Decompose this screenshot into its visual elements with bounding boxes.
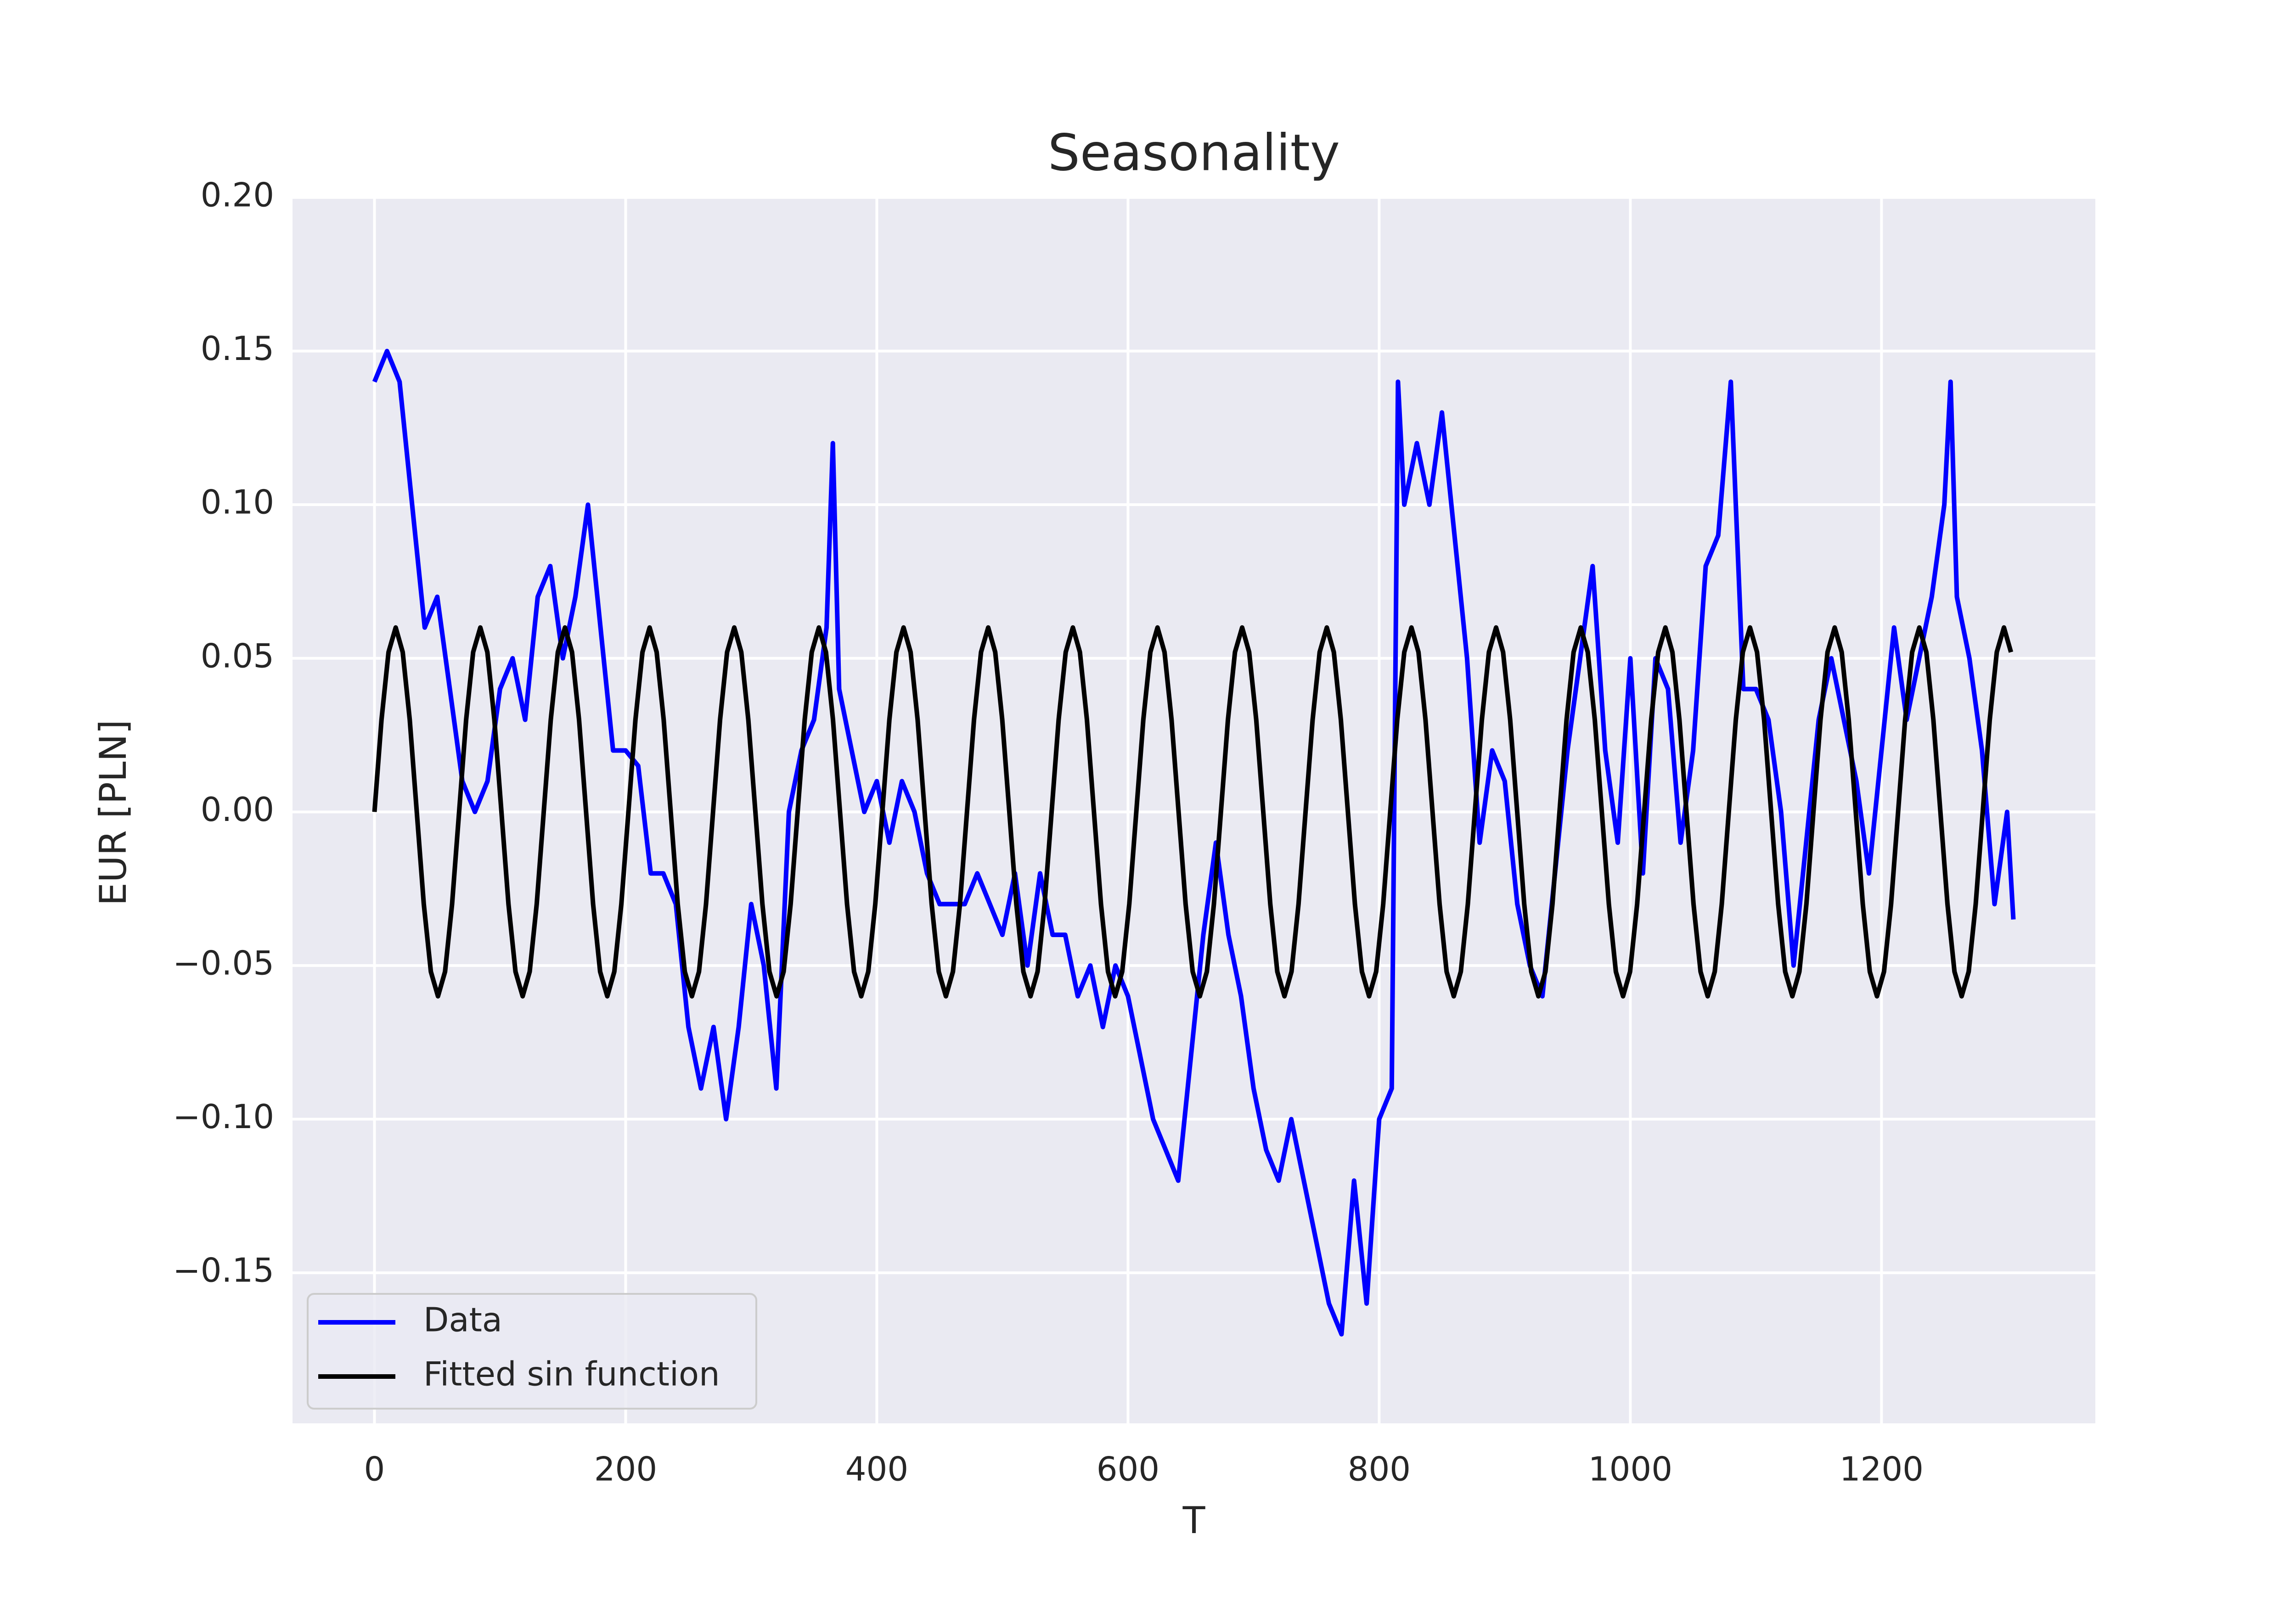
y-tick-label: 0.20 bbox=[201, 176, 274, 214]
y-tick-label: 0.10 bbox=[201, 483, 274, 522]
legend-label: Fitted sin function bbox=[423, 1355, 720, 1393]
data-line bbox=[372, 625, 2014, 999]
x-tick-label: 800 bbox=[1348, 1450, 1411, 1489]
legend-label: Data bbox=[423, 1301, 502, 1339]
x-tick-label: 1000 bbox=[1588, 1450, 1672, 1489]
plot-area bbox=[293, 197, 2095, 1423]
grid bbox=[293, 196, 2095, 1423]
data-line bbox=[372, 348, 2016, 1337]
x-axis-label: T bbox=[1182, 1499, 1206, 1542]
x-tick-label: 400 bbox=[845, 1450, 908, 1489]
y-tick-label: −0.15 bbox=[173, 1251, 274, 1290]
legend-box bbox=[307, 1293, 757, 1410]
y-tick-label: −0.10 bbox=[173, 1097, 274, 1136]
chart-title: Seasonality bbox=[1048, 123, 1340, 182]
y-tick-label: 0.05 bbox=[201, 636, 274, 675]
y-tick-label: 0.00 bbox=[201, 790, 274, 829]
y-tick-label: 0.15 bbox=[201, 329, 274, 368]
y-axis-label: EUR [PLN] bbox=[92, 719, 135, 905]
x-tick-label: 600 bbox=[1097, 1450, 1159, 1489]
y-tick-label: −0.05 bbox=[173, 944, 274, 982]
x-tick-label: 1200 bbox=[1840, 1450, 1924, 1489]
x-tick-label: 0 bbox=[364, 1450, 385, 1489]
x-tick-label: 200 bbox=[594, 1450, 657, 1489]
